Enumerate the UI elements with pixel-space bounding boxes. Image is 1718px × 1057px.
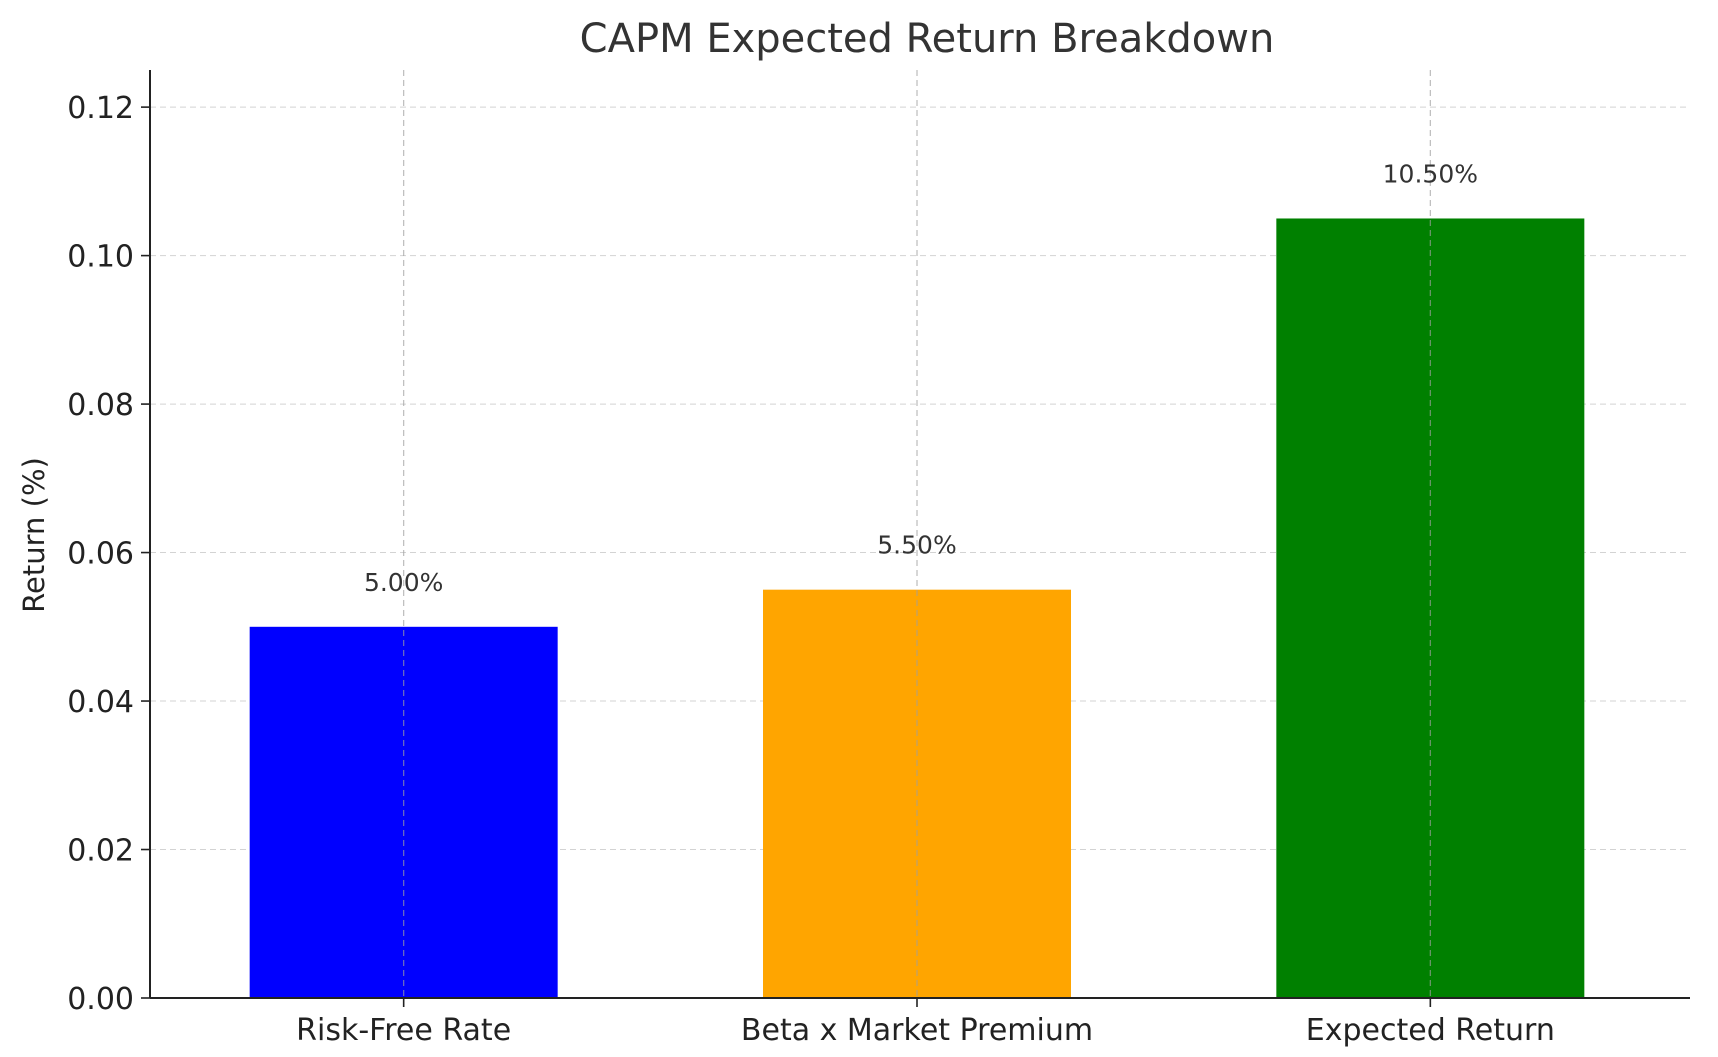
y-tick-label: 0.08 (67, 388, 134, 423)
y-tick-label: 0.02 (67, 834, 134, 869)
x-tick-label: Risk-Free Rate (296, 1013, 511, 1048)
bar-data-label: 5.00% (364, 568, 443, 597)
bar-data-label: 10.50% (1383, 159, 1478, 188)
bar-data-label: 5.50% (877, 531, 956, 560)
chart-title: CAPM Expected Return Breakdown (580, 16, 1275, 62)
y-tick-label: 0.00 (67, 982, 134, 1017)
y-tick-label: 0.12 (67, 91, 134, 126)
y-tick-label: 0.04 (67, 685, 134, 720)
y-axis-label: Return (%) (17, 457, 51, 613)
y-tick-label: 0.06 (67, 537, 134, 572)
vertical-grid-layer (403, 70, 1431, 998)
axes-layer (141, 70, 1690, 1007)
x-tick-label: Expected Return (1306, 1013, 1555, 1048)
y-tick-label: 0.10 (67, 240, 134, 275)
bar (1276, 218, 1585, 999)
labels-layer: 0.00 0.02 0.04 0.06 0.08 0.10 0.12 Risk-Free Ra… (67, 91, 1555, 1048)
x-tick-label: Beta x Market Premium (741, 1013, 1093, 1048)
